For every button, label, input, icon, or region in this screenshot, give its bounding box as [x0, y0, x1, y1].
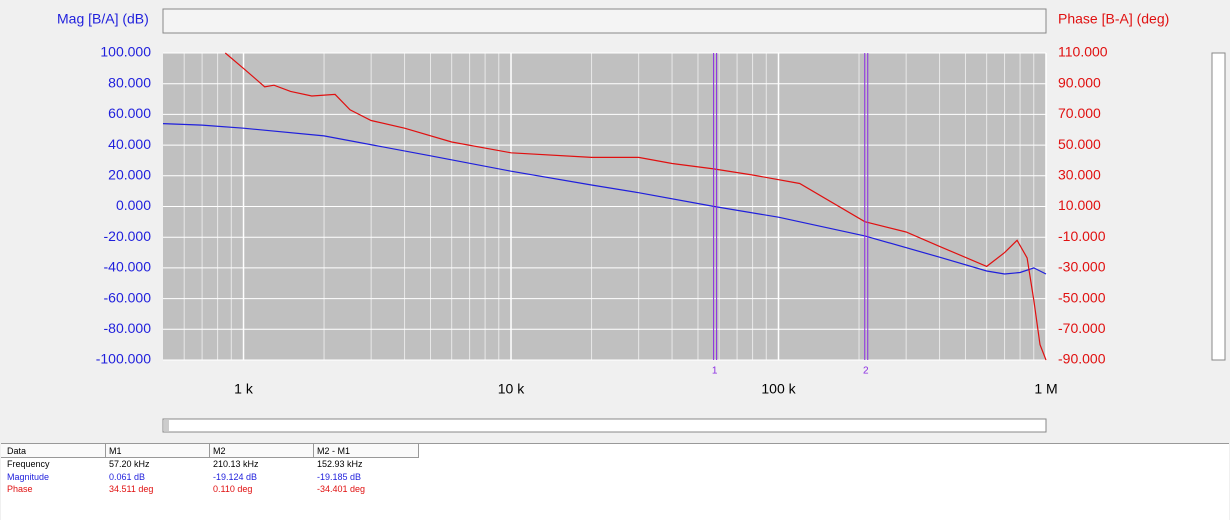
- h-scrollbar[interactable]: [162, 418, 1047, 433]
- y2-tick-label: -70.000: [1058, 320, 1106, 336]
- table-cell: -19.185 dB: [317, 471, 362, 482]
- y-tick-label: 40.000: [108, 136, 151, 152]
- table-cell: -34.401 deg: [317, 484, 366, 494]
- y-axis-title: Mag [B/A] (dB): [57, 11, 149, 27]
- marks: [162, 52, 1047, 361]
- y2-tick-label: 70.000: [1058, 105, 1101, 121]
- y-tick-label: 0.000: [116, 197, 151, 213]
- y-tick-label: 100.000: [100, 44, 151, 60]
- y2-tick-label: 30.000: [1058, 167, 1101, 183]
- y-tick-label: 20.000: [108, 167, 151, 183]
- x-tick-label: 1 M: [1034, 381, 1057, 397]
- y-tick-label: -80.000: [104, 320, 152, 336]
- table-cell: 152.93 kHz: [317, 459, 363, 469]
- table-cell: 34.511 deg: [109, 484, 154, 494]
- y2-tick-label: -90.000: [1058, 351, 1106, 367]
- y-tick-label: -40.000: [104, 259, 152, 275]
- x-tick-label: 100 k: [761, 381, 796, 397]
- y-tick-label: -100.000: [96, 351, 151, 367]
- chart: Mag [B/A] (dB) Phase [B-A] (deg) 1 k 10 k…: [57, 8, 1226, 433]
- y2-tick-label: -50.000: [1058, 289, 1106, 305]
- x-tick-label: 10 k: [498, 381, 525, 397]
- table-cell: M2: [213, 446, 226, 456]
- x-tick-label: 1 k: [234, 381, 254, 397]
- marker-label: 1: [712, 366, 718, 377]
- table-cell: Magnitude: [7, 471, 50, 482]
- column-separator: [105, 444, 106, 457]
- y-tick-label: 80.000: [108, 74, 151, 90]
- table-cell: 57.20 kHz: [109, 459, 150, 469]
- header-bar: [162, 8, 1047, 34]
- table-cell: M1: [109, 446, 122, 456]
- marker-table: Data M1 M2 M2 - M1 Frequency 57.20 kHz 210.13 …: [1, 443, 1229, 520]
- y2-tick-label: 50.000: [1058, 136, 1101, 152]
- column-separator: [209, 444, 210, 457]
- column-separator: [313, 444, 314, 457]
- y2-tick-label: 10.000: [1058, 197, 1101, 213]
- table-cell: 210.13 kHz: [213, 459, 259, 469]
- scroll-thumb[interactable]: [164, 420, 169, 431]
- y-tick-label: -60.000: [104, 289, 152, 305]
- table-cell: Data: [7, 446, 27, 456]
- y2-tick-label: -10.000: [1058, 228, 1106, 244]
- table-cell: -19.124 dB: [213, 471, 258, 482]
- v-scrollbar[interactable]: [1211, 52, 1226, 361]
- grid: [163, 52, 1047, 361]
- table-cell: Phase: [7, 484, 33, 494]
- y2-tick-label: -30.000: [1058, 259, 1106, 275]
- marker-label: 2: [863, 366, 869, 377]
- table-cell: M2 - M1: [317, 446, 351, 456]
- table-cell: 0.061 dB: [109, 471, 146, 482]
- table-header: [1, 444, 419, 458]
- y2-tick-label: 90.000: [1058, 74, 1101, 90]
- y-tick-label: 60.000: [108, 105, 151, 121]
- y2-tick-label: 110.000: [1058, 44, 1108, 60]
- y-tick-label: -20.000: [104, 228, 152, 244]
- table-cell: 0.110 deg: [213, 484, 253, 494]
- series-line: [224, 52, 1047, 361]
- table-cell: Frequency: [7, 459, 50, 469]
- y2-axis-title: Phase [B-A] (deg): [1058, 11, 1169, 27]
